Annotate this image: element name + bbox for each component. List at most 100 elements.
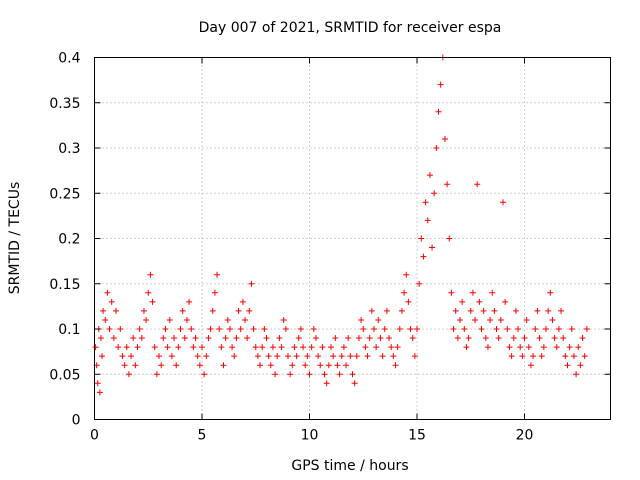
data-point xyxy=(246,307,253,314)
chart-title: Day 007 of 2021, SRMTID for receiver esp… xyxy=(199,20,502,36)
data-point xyxy=(186,298,193,305)
data-point xyxy=(173,362,180,369)
data-point xyxy=(280,316,287,323)
data-point xyxy=(521,335,528,342)
data-point xyxy=(216,326,223,332)
y-tick-label: 0.2 xyxy=(58,232,80,248)
data-point xyxy=(257,362,264,369)
data-point xyxy=(340,344,347,351)
data-point xyxy=(295,335,302,342)
data-point xyxy=(123,344,130,351)
data-point xyxy=(482,335,489,342)
data-point xyxy=(218,344,225,351)
data-point xyxy=(274,353,281,360)
data-point xyxy=(293,353,300,360)
data-point xyxy=(328,344,334,351)
data-point xyxy=(411,353,418,360)
data-point xyxy=(377,335,384,342)
data-point xyxy=(457,316,463,323)
data-point xyxy=(244,335,251,342)
data-point xyxy=(441,135,448,142)
data-point xyxy=(248,280,255,287)
data-point xyxy=(289,362,296,369)
data-point xyxy=(484,344,491,351)
data-point xyxy=(261,326,268,332)
data-point xyxy=(543,326,549,332)
data-point xyxy=(138,335,145,342)
data-point xyxy=(390,353,397,360)
data-point xyxy=(207,326,214,332)
data-point xyxy=(164,344,171,351)
data-point xyxy=(536,335,543,342)
data-point xyxy=(414,326,420,332)
data-point xyxy=(472,316,479,323)
data-point xyxy=(581,353,588,360)
data-point xyxy=(214,271,221,278)
data-point xyxy=(360,326,367,332)
data-point xyxy=(92,344,99,351)
data-point xyxy=(461,326,468,332)
data-point xyxy=(325,362,332,369)
data-point xyxy=(426,172,433,179)
data-point xyxy=(446,235,453,242)
data-point xyxy=(431,190,438,197)
data-point xyxy=(405,298,412,305)
data-point xyxy=(583,326,590,332)
data-point xyxy=(454,335,461,342)
data-point xyxy=(117,326,124,332)
data-point xyxy=(110,335,117,342)
data-point xyxy=(422,199,429,206)
data-point xyxy=(237,326,244,332)
data-point xyxy=(478,326,485,332)
data-point xyxy=(94,380,101,387)
data-point xyxy=(239,298,246,305)
data-points xyxy=(92,54,590,396)
data-point xyxy=(452,307,459,314)
data-point xyxy=(162,326,169,332)
data-point xyxy=(96,389,103,396)
data-point xyxy=(177,326,184,332)
data-point xyxy=(394,344,401,351)
data-point xyxy=(226,326,233,332)
data-point xyxy=(568,326,575,332)
data-point xyxy=(145,289,152,296)
data-point xyxy=(285,353,291,360)
data-point xyxy=(508,353,515,360)
data-point xyxy=(383,307,390,314)
plot-frame xyxy=(94,57,611,420)
data-point xyxy=(104,289,111,296)
data-point xyxy=(113,307,119,314)
data-point xyxy=(102,316,109,323)
data-point xyxy=(459,298,466,305)
data-point xyxy=(517,344,524,351)
data-point xyxy=(233,335,240,342)
data-point xyxy=(540,344,547,351)
data-point xyxy=(437,81,444,88)
data-point xyxy=(500,199,506,206)
data-point xyxy=(469,289,476,296)
data-point xyxy=(504,326,511,332)
data-point xyxy=(336,371,343,378)
data-point xyxy=(196,362,203,369)
data-point xyxy=(562,353,569,360)
data-point xyxy=(560,335,567,342)
data-point xyxy=(523,316,530,323)
y-tick-label: 0.35 xyxy=(49,96,80,112)
data-point xyxy=(106,326,113,332)
data-point xyxy=(201,371,208,378)
data-point xyxy=(143,316,150,323)
data-point xyxy=(493,326,500,332)
data-point xyxy=(315,353,322,360)
data-point xyxy=(564,362,571,369)
data-point xyxy=(373,344,380,351)
data-point xyxy=(396,326,403,332)
data-point xyxy=(108,298,115,305)
data-point xyxy=(480,307,487,314)
data-point xyxy=(168,353,175,360)
data-point xyxy=(351,380,358,387)
data-point xyxy=(321,371,328,378)
data-point xyxy=(555,326,562,332)
data-point xyxy=(502,298,509,305)
data-point xyxy=(235,307,242,314)
